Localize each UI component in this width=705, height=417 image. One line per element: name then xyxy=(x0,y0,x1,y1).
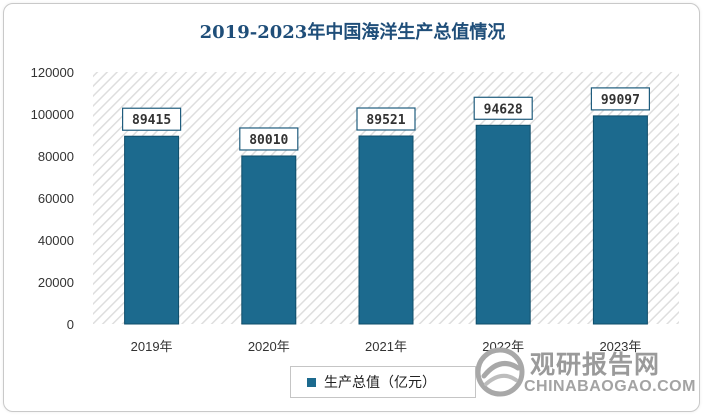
bar xyxy=(358,135,414,325)
x-tick-label: 2021年 xyxy=(365,339,407,354)
x-tick-label: 2020年 xyxy=(248,339,290,354)
bar xyxy=(241,155,297,325)
y-axis: 0 20000 40000 60000 80000 100000 120000 xyxy=(31,65,74,332)
watermark-logo-icon xyxy=(475,347,525,397)
legend: 生产总值（亿元） xyxy=(290,366,476,398)
bar xyxy=(124,135,180,325)
watermark: 观研报告网 CHINABAOGAO.COM xyxy=(474,342,696,404)
bar xyxy=(475,124,531,325)
watermark-en-text: CHINABAOGAO.COM xyxy=(524,378,696,395)
y-tick-label: 20000 xyxy=(38,275,74,290)
y-tick-label: 60000 xyxy=(38,191,74,206)
data-label: 89521 xyxy=(366,113,405,128)
data-label: 99097 xyxy=(601,93,640,108)
data-label: 80010 xyxy=(249,133,288,148)
x-tick-label: 2023年 xyxy=(599,339,641,354)
data-label: 89415 xyxy=(132,113,171,128)
data-label-box xyxy=(473,96,533,120)
data-label: 94628 xyxy=(484,102,523,117)
data-label-box xyxy=(121,107,182,131)
y-tick-label: 0 xyxy=(67,317,74,332)
data-label-box xyxy=(356,107,416,131)
chart-title: 2019-2023年中国海洋生产总值情况 xyxy=(199,22,506,43)
y-tick-label: 100000 xyxy=(31,107,74,122)
data-label-box xyxy=(239,127,299,151)
x-axis: 2019年 2020年 2021年 2022年 2023年 xyxy=(131,339,642,354)
y-tick-label: 40000 xyxy=(38,233,74,248)
y-tick-label: 120000 xyxy=(31,65,74,80)
bar-series: 89415 80010 89521 94628 99097 xyxy=(121,87,651,325)
watermark-cn-text: 观研报告网 xyxy=(530,350,661,379)
bar xyxy=(592,115,648,325)
legend-label: 生产总值（亿元） xyxy=(324,375,436,391)
data-label-box xyxy=(590,87,651,111)
legend-swatch xyxy=(307,377,316,387)
x-tick-label: 2019年 xyxy=(131,339,173,354)
y-tick-label: 80000 xyxy=(38,149,74,164)
